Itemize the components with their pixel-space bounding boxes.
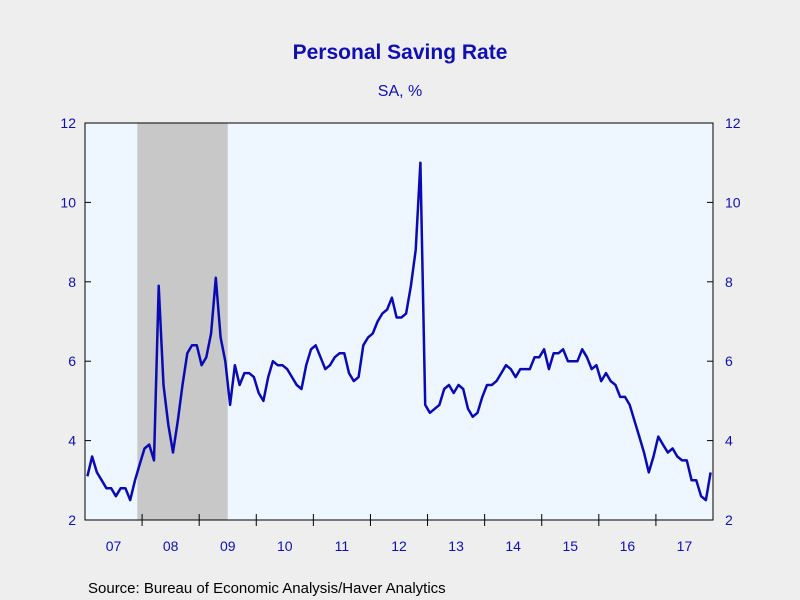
y-tick-label-left: 2 xyxy=(68,512,76,528)
x-tick-label: 14 xyxy=(505,538,521,554)
y-tick-label-left: 4 xyxy=(68,433,76,449)
y-tick-label-right: 2 xyxy=(725,512,733,528)
x-tick-label: 17 xyxy=(677,538,693,554)
x-tick-label: 16 xyxy=(620,538,636,554)
x-tick-label: 10 xyxy=(277,538,293,554)
plot-frame xyxy=(84,122,714,521)
x-axis: 07 08 09 10 11 12 13 14 15 16 17 xyxy=(106,514,693,554)
x-tick-label: 11 xyxy=(335,538,350,554)
x-tick-label: 13 xyxy=(448,538,464,554)
recession-shading xyxy=(137,123,228,520)
y-tick-label-right: 6 xyxy=(725,353,733,369)
x-tick-label: 15 xyxy=(562,538,578,554)
chart-subtitle: SA, % xyxy=(378,83,422,100)
y-tick-label-right: 8 xyxy=(725,274,733,290)
y-tick-label-left: 10 xyxy=(60,194,76,210)
y-tick-label-left: 8 xyxy=(68,274,76,290)
x-tick-label: 12 xyxy=(391,538,407,554)
y-tick-label-right: 4 xyxy=(725,433,733,449)
y-tick-label-left: 12 xyxy=(60,115,76,131)
x-tick-label: 07 xyxy=(106,538,122,554)
x-tick-label: 08 xyxy=(163,538,179,554)
series-line xyxy=(86,161,712,502)
x-tick-label: 09 xyxy=(220,538,236,554)
y-tick-label-right: 10 xyxy=(725,194,741,210)
y-axis-right: 2 4 6 8 10 12 xyxy=(707,115,741,528)
chart-title: Personal Saving Rate xyxy=(293,41,508,64)
y-tick-label-right: 12 xyxy=(725,115,741,131)
source-note: Source: Bureau of Economic Analysis/Have… xyxy=(88,580,446,597)
y-tick-label-left: 6 xyxy=(68,353,76,369)
